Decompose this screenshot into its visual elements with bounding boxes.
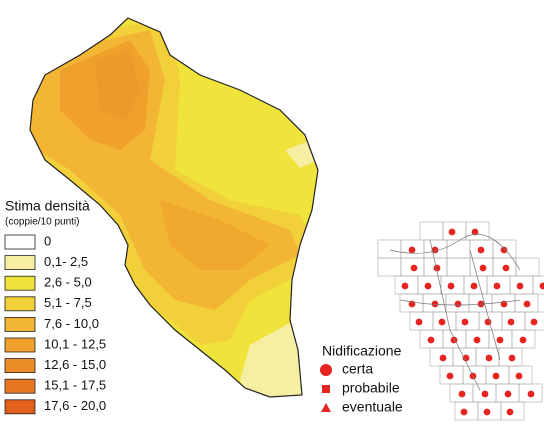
grid-cell bbox=[532, 275, 544, 295]
nest-dot bbox=[484, 318, 492, 326]
nest-dot bbox=[493, 282, 501, 290]
grid-cell bbox=[377, 257, 402, 277]
nest-dot bbox=[401, 282, 409, 290]
symbol-triangle bbox=[321, 403, 331, 412]
legend-swatch bbox=[4, 296, 36, 312]
nest-dot bbox=[454, 300, 462, 308]
nest-dot bbox=[519, 336, 527, 344]
legend-swatch bbox=[4, 358, 36, 374]
legend-swatch bbox=[4, 399, 36, 415]
legend-label: 0 bbox=[44, 233, 51, 248]
nesting-label: eventuale bbox=[342, 399, 403, 415]
nest-dot bbox=[506, 408, 514, 416]
nest-dot bbox=[496, 336, 504, 344]
nest-dot bbox=[527, 390, 535, 398]
nest-dot bbox=[410, 264, 418, 272]
nest-dot bbox=[473, 336, 481, 344]
legend-label: 10,1 - 12,5 bbox=[44, 336, 106, 351]
legend-title: Stima densità bbox=[5, 198, 90, 214]
legend-swatch bbox=[4, 234, 36, 250]
legend-label: 17,6 - 20,0 bbox=[44, 398, 106, 413]
nest-dot bbox=[439, 354, 447, 362]
symbol-square bbox=[322, 385, 330, 393]
nest-dot bbox=[427, 336, 435, 344]
nest-dot bbox=[448, 228, 456, 236]
nest-dot bbox=[424, 282, 432, 290]
nest-dot bbox=[408, 246, 416, 254]
nest-dot bbox=[470, 282, 478, 290]
nesting-legend: certa probabile eventuale bbox=[320, 361, 403, 415]
legend-swatch bbox=[4, 275, 36, 291]
legend-label: 7,6 - 10,0 bbox=[44, 316, 99, 331]
nest-dot bbox=[415, 318, 423, 326]
legend-label: 0,1- 2,5 bbox=[44, 254, 88, 269]
nest-dot bbox=[431, 300, 439, 308]
grid-map bbox=[377, 221, 544, 421]
grid-cell bbox=[446, 239, 471, 259]
legend-swatch bbox=[4, 378, 36, 394]
legend-swatch bbox=[4, 316, 36, 332]
grid-cell bbox=[377, 239, 402, 259]
legend-swatch bbox=[4, 337, 36, 353]
nest-dot bbox=[508, 354, 516, 362]
roads bbox=[389, 233, 521, 391]
grid-cell bbox=[500, 401, 525, 421]
legend-subtitle: (coppie/10 punti) bbox=[5, 217, 80, 228]
nest-dot bbox=[460, 408, 468, 416]
nest-dot bbox=[502, 264, 510, 272]
nest-dot bbox=[483, 408, 491, 416]
nesting-label: probabile bbox=[342, 380, 400, 396]
density-legend: 0 0,1- 2,5 2,6 - 5,0 5,1 - 7,5 7,6 - 10,0 10,… bbox=[4, 233, 106, 415]
nest-dot bbox=[462, 354, 470, 362]
nest-dot bbox=[485, 354, 493, 362]
nesting-label: certa bbox=[342, 361, 373, 377]
grid-cell bbox=[518, 383, 543, 403]
legend-label: 2,6 - 5,0 bbox=[44, 275, 92, 290]
legend-label: 5,1 - 7,5 bbox=[44, 295, 92, 310]
legend-label: 15,1 - 17,5 bbox=[44, 378, 106, 393]
nest-dot bbox=[479, 264, 487, 272]
nest-dot bbox=[539, 282, 544, 290]
nest-dot bbox=[492, 372, 500, 380]
nest-dot bbox=[504, 390, 512, 398]
grid-cell bbox=[515, 257, 540, 277]
nest-dot bbox=[523, 300, 531, 308]
symbol-circle bbox=[320, 364, 332, 376]
grid-cell bbox=[446, 257, 471, 277]
grid-cell bbox=[511, 329, 536, 349]
nest-dot bbox=[438, 318, 446, 326]
nest-dot bbox=[481, 390, 489, 398]
grid-cell bbox=[524, 311, 544, 331]
grid-cell bbox=[419, 221, 444, 241]
nest-dot bbox=[507, 318, 515, 326]
nest-dot bbox=[458, 390, 466, 398]
nest-dot bbox=[477, 246, 485, 254]
coastline bbox=[29, 17, 319, 398]
nest-dot bbox=[447, 282, 455, 290]
nest-dot bbox=[433, 264, 441, 272]
nesting-title: Nidificazione bbox=[322, 343, 402, 359]
nest-dot bbox=[530, 318, 538, 326]
nest-dot bbox=[516, 282, 524, 290]
nest-dot bbox=[471, 228, 479, 236]
nest-dot bbox=[515, 372, 523, 380]
legend-swatch bbox=[4, 255, 36, 271]
nest-dot bbox=[446, 372, 454, 380]
nest-dot bbox=[461, 318, 469, 326]
legend-label: 12,6 - 15,0 bbox=[44, 357, 106, 372]
nest-dot bbox=[500, 246, 508, 254]
